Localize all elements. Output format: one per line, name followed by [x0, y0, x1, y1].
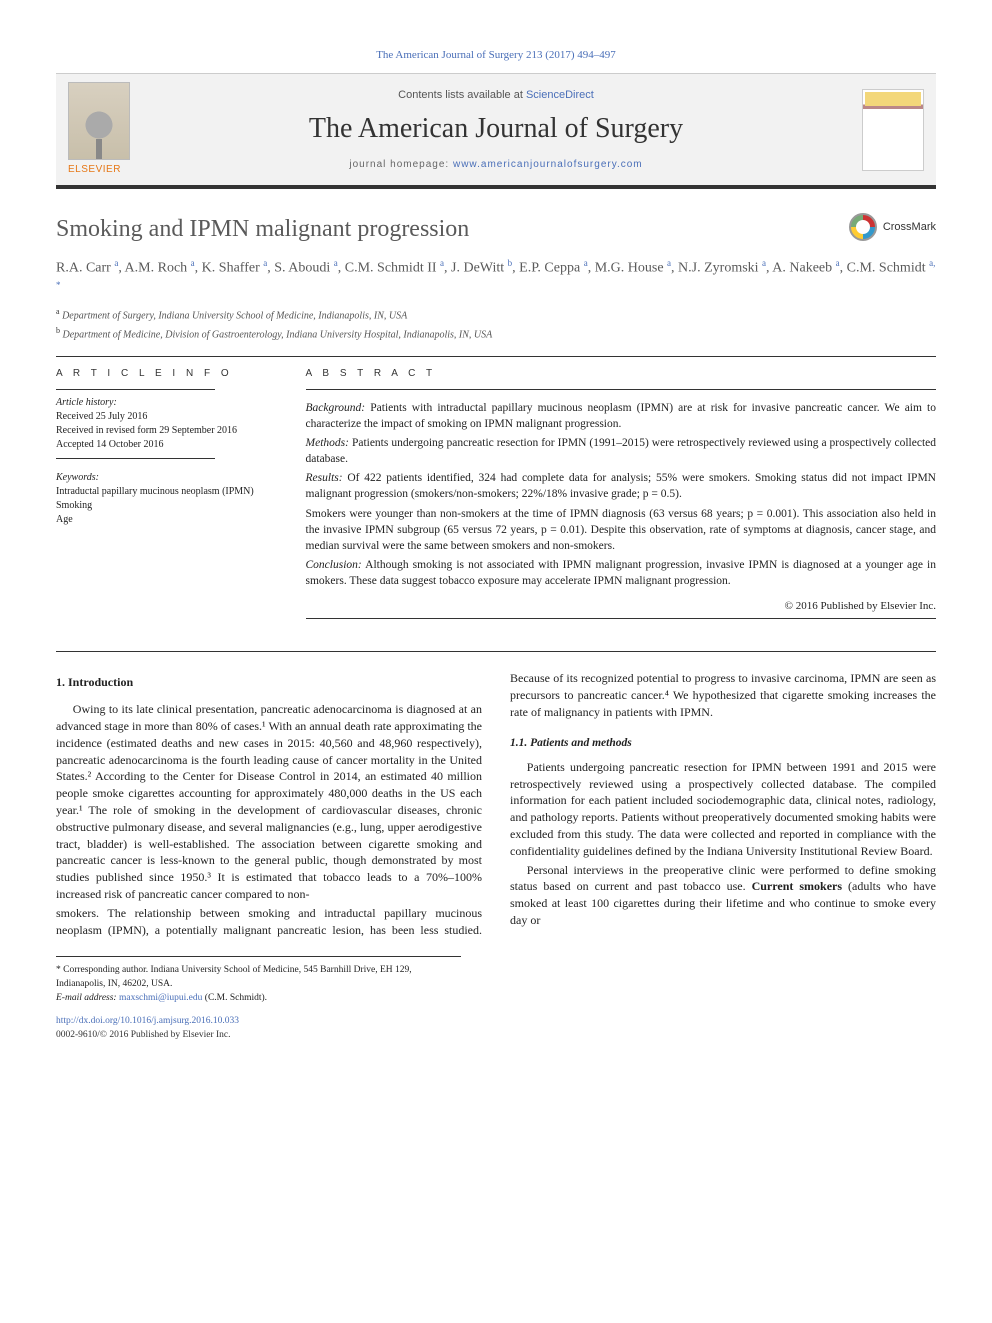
crossmark-icon — [849, 213, 877, 241]
affiliation-a: a Department of Surgery, Indiana Univers… — [56, 306, 936, 323]
masthead-rule — [56, 187, 936, 189]
intro-para-1: Owing to its late clinical presentation,… — [56, 701, 482, 903]
affil-text: Department of Medicine, Division of Gast… — [63, 329, 493, 340]
masthead: ELSEVIER Contents lists available at Sci… — [56, 73, 936, 187]
abs-results-2: Smokers were younger than non-smokers at… — [306, 506, 936, 554]
divider-short — [56, 389, 215, 390]
keyword: Intraductal papillary mucinous neoplasm … — [56, 485, 278, 499]
article-title: Smoking and IPMN malignant progression — [56, 213, 469, 247]
homepage-prefix: journal homepage: — [349, 159, 453, 170]
contents-prefix: Contents lists available at — [398, 89, 526, 101]
abstract-copyright: © 2016 Published by Elsevier Inc. — [306, 599, 936, 614]
body-two-column: 1. Introduction Owing to its late clinic… — [56, 670, 936, 938]
article-info-column: A R T I C L E I N F O Article history: R… — [56, 367, 278, 629]
publisher-logo: ELSEVIER — [68, 82, 130, 177]
abs-conclusion: Although smoking is not associated with … — [306, 559, 936, 587]
history-accepted: Accepted 14 October 2016 — [56, 438, 278, 452]
section-heading-methods: 1.1. Patients and methods — [510, 735, 936, 751]
keywords-label: Keywords: — [56, 471, 278, 485]
methods-para-1: Patients undergoing pancreatic resection… — [510, 759, 936, 860]
elsevier-tree-icon — [68, 82, 130, 160]
methods-para-2: Personal interviews in the preoperative … — [510, 862, 936, 929]
affiliation-b: b Department of Medicine, Division of Ga… — [56, 325, 936, 342]
methods-p2-bold: Current smokers — [752, 879, 842, 893]
history-label: Article history: — [56, 396, 278, 410]
doi-link[interactable]: http://dx.doi.org/10.1016/j.amjsurg.2016… — [56, 1016, 239, 1026]
history-received: Received 25 July 2016 — [56, 410, 278, 424]
corresponding-author: * Corresponding author. Indiana Universi… — [56, 964, 461, 991]
journal-cover-thumb — [862, 89, 924, 171]
divider — [306, 389, 936, 390]
abstract-heading: A B S T R A C T — [306, 367, 936, 381]
crossmark-widget[interactable]: CrossMark — [849, 213, 936, 241]
keyword: Smoking — [56, 499, 278, 513]
running-header: The American Journal of Surgery 213 (201… — [56, 48, 936, 63]
section-heading-intro: 1. Introduction — [56, 674, 482, 691]
homepage-line: journal homepage: www.americanjournalofs… — [146, 158, 846, 172]
issn-copyright: 0002-9610/© 2016 Published by Elsevier I… — [56, 1030, 231, 1040]
divider — [56, 356, 936, 357]
contents-line: Contents lists available at ScienceDirec… — [146, 88, 846, 103]
abs-background-label: Background: — [306, 402, 366, 414]
abs-methods-label: Methods: — [306, 437, 349, 449]
abs-methods: Patients undergoing pancreatic resection… — [306, 437, 936, 465]
affil-marker: a — [56, 307, 60, 316]
homepage-link[interactable]: www.americanjournalofsurgery.com — [453, 159, 643, 170]
abs-background: Patients with intraductal papillary muci… — [306, 402, 936, 430]
affil-text: Department of Surgery, Indiana Universit… — [62, 311, 407, 322]
article-info-heading: A R T I C L E I N F O — [56, 367, 278, 381]
divider — [56, 651, 936, 652]
abs-results-1: Of 422 patients identified, 324 had comp… — [306, 472, 936, 500]
publisher-label: ELSEVIER — [68, 163, 130, 177]
affil-marker: b — [56, 326, 60, 335]
footnotes: * Corresponding author. Indiana Universi… — [56, 956, 461, 1005]
abs-results-label: Results: — [306, 472, 343, 484]
crossmark-label: CrossMark — [883, 220, 936, 235]
history-revised: Received in revised form 29 September 20… — [56, 424, 278, 438]
journal-title: The American Journal of Surgery — [146, 109, 846, 148]
abstract-column: A B S T R A C T Background: Patients wit… — [306, 367, 936, 629]
keyword: Age — [56, 513, 278, 527]
email-label: E-mail address: — [56, 993, 117, 1003]
email-name: (C.M. Schmidt). — [202, 993, 267, 1003]
email-link[interactable]: maxschmi@iupui.edu — [119, 993, 202, 1003]
sciencedirect-link[interactable]: ScienceDirect — [526, 89, 594, 101]
divider — [306, 618, 936, 619]
divider-short — [56, 458, 215, 459]
authors-list: R.A. Carr a, A.M. Roch a, K. Shaffer a, … — [56, 257, 936, 300]
abs-conclusion-label: Conclusion: — [306, 559, 362, 571]
bottom-bar: http://dx.doi.org/10.1016/j.amjsurg.2016… — [56, 1015, 936, 1042]
